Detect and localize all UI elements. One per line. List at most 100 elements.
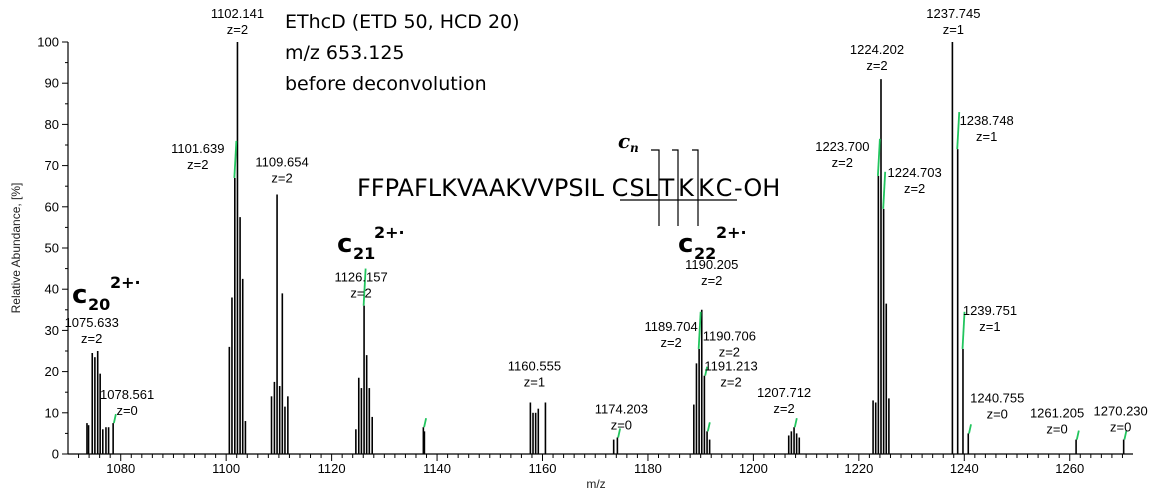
peak-label-mz: 1224.202 xyxy=(850,42,904,57)
peak-label-mz: 1075.633 xyxy=(65,315,119,330)
peak-series xyxy=(86,42,1125,454)
x-tick-label: 1100 xyxy=(212,461,240,476)
x-tick-label: 1240 xyxy=(950,461,979,476)
acquisition-info: EThcD (ETD 50, HCD 20) m/z 653.125 befor… xyxy=(285,11,520,95)
info-line-method: EThcD (ETD 50, HCD 20) xyxy=(285,11,520,33)
peak-label-charge: z=2 xyxy=(350,286,371,301)
y-tick-label: 60 xyxy=(45,199,59,214)
peak-label-charge: z=1 xyxy=(976,129,997,144)
x-tick-label: 1140 xyxy=(423,461,451,476)
peak-label-mz: 1240.755 xyxy=(970,390,1024,405)
sequence-residue-l: L xyxy=(644,174,658,202)
peak-label-charge: z=2 xyxy=(271,170,292,185)
peptide-sequence: FFPAFLKVAAKVVPSIL C S L T K K C -OH c n xyxy=(357,129,780,226)
y-axis-title: Relative Abundance, [%] xyxy=(9,183,23,314)
peak-label-charge: z=2 xyxy=(81,331,102,346)
y-tick-label: 50 xyxy=(45,241,59,256)
y-tick-label: 90 xyxy=(45,76,59,91)
isotope-fit-mark xyxy=(233,140,238,179)
y-tick-label: 70 xyxy=(45,158,59,173)
peak-label-charge: z=0 xyxy=(116,403,137,418)
isotope-fit-mark xyxy=(1123,430,1128,440)
cleavage-label-sub: n xyxy=(630,141,639,155)
fragment-c22-main: c xyxy=(678,229,693,259)
fragment-c22-sub: 22 xyxy=(694,244,716,263)
peak-label-mz: 1191.213 xyxy=(704,358,757,373)
x-tick-label: 1220 xyxy=(844,461,873,476)
fragment-label-c21: c 21 2+· xyxy=(337,223,405,263)
fragment-label-c20: c 20 2+· xyxy=(72,273,141,314)
peak-label-charge: z=2 xyxy=(701,273,722,288)
peak-label-charge: z=2 xyxy=(719,345,740,360)
peak-label-mz: 1239.751 xyxy=(963,303,1017,318)
peak-label-charge: z=2 xyxy=(832,155,853,170)
sequence-prefix: FFPAFLKVAAKVVPSIL xyxy=(357,174,605,202)
isotope-fit-marks xyxy=(113,111,1128,440)
isotope-fit-mark xyxy=(113,413,117,424)
peak-label-mz: 1174.203 xyxy=(595,402,648,417)
isotope-fit-mark xyxy=(877,138,881,176)
fragment-c20-sub: 20 xyxy=(88,295,110,314)
peak-label-charge: z=2 xyxy=(904,181,925,196)
info-line-precursor: m/z 653.125 xyxy=(285,42,405,64)
cleavage-markers xyxy=(620,149,737,226)
sequence-residue-t: T xyxy=(659,174,675,202)
x-tick-label: 1260 xyxy=(1055,461,1084,476)
peak-label-mz: 1237.745 xyxy=(926,6,980,21)
sequence-residue-s: S xyxy=(629,174,644,202)
y-tick-label: 80 xyxy=(45,117,59,132)
x-axis-title: m/z xyxy=(586,477,605,491)
isotope-fit-mark xyxy=(706,422,711,432)
peak-label-charge: z=0 xyxy=(1110,420,1131,435)
peak-label-mz: 1102.141 xyxy=(211,6,264,21)
peak-label-charge: z=2 xyxy=(720,374,741,389)
fragment-c20-main: c xyxy=(72,280,87,310)
peak-label-mz: 1109.654 xyxy=(255,154,308,169)
peak-label-charge: z=1 xyxy=(524,375,545,390)
y-tick-label: 20 xyxy=(45,364,59,379)
peak-label-mz: 1270.230 xyxy=(1094,404,1148,419)
sequence-suffix: -OH xyxy=(734,174,780,202)
peak-label-mz: 1189.704 xyxy=(644,319,697,334)
peak-label-charge: z=2 xyxy=(660,335,681,350)
x-tick-label: 1120 xyxy=(318,461,346,476)
y-tick-label: 0 xyxy=(52,447,59,462)
isotope-fit-mark xyxy=(956,111,961,150)
isotope-fit-mark xyxy=(362,268,367,306)
peak-label-mz: 1101.639 xyxy=(171,141,224,156)
x-tick-label: 1160 xyxy=(529,461,557,476)
peak-label-mz: 1238.748 xyxy=(960,113,1014,128)
sequence-residue-c2: C xyxy=(716,174,733,202)
peak-label-charge: z=0 xyxy=(611,418,632,433)
peak-label-charge: z=2 xyxy=(773,401,794,416)
peak-label-charge: z=2 xyxy=(866,58,887,73)
isotope-fit-mark xyxy=(423,417,427,428)
peak-label-mz: 1078.561 xyxy=(100,387,154,402)
isotope-fit-mark xyxy=(793,417,798,428)
fragment-c21-sub: 21 xyxy=(353,244,375,263)
x-tick-label: 1080 xyxy=(106,461,135,476)
x-tick-label: 1200 xyxy=(739,461,768,476)
peak-label-mz: 1207.712 xyxy=(757,385,811,400)
peak-label-mz: 1126.157 xyxy=(334,270,387,285)
isotope-fit-mark xyxy=(882,171,887,209)
isotope-fit-mark xyxy=(968,424,972,434)
isotope-fit-mark xyxy=(1075,430,1080,440)
isotope-fit-mark xyxy=(617,428,622,438)
peak-label-charge: z=1 xyxy=(979,319,1000,334)
